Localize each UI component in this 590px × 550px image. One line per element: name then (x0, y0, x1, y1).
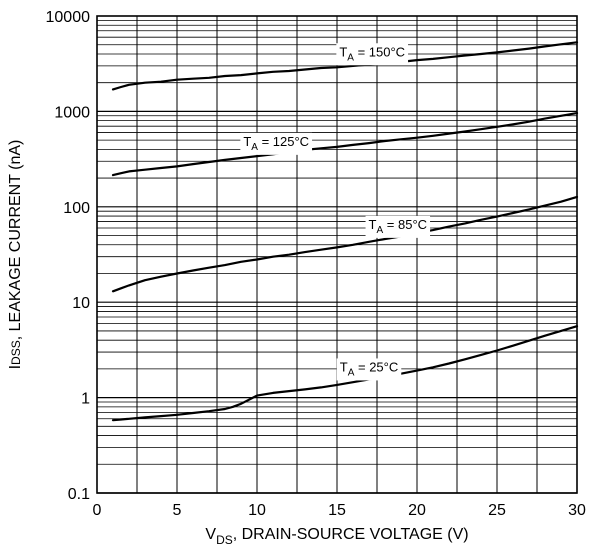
series-label-0: TA = 150°C (336, 43, 409, 66)
series-label-main: T (243, 134, 251, 149)
y-tick-label: 10 (72, 295, 90, 312)
plot-grid (96, 16, 578, 494)
series-label-1: TA = 125°C (240, 132, 313, 155)
series-label-bg (365, 215, 431, 238)
series-label-main: T (369, 217, 377, 232)
series-line-2 (111, 195, 579, 293)
y-axis-title: IDSS, LEAKAGE CURRENT (nA) (7, 140, 24, 370)
series-label-2: TA = 85°C (365, 215, 431, 238)
x-tick-label: 20 (408, 502, 426, 519)
series-line-1 (111, 112, 579, 177)
series-label-text: TA = 85°C (369, 217, 428, 236)
series-label-3: TA = 25°C (336, 358, 402, 381)
y-tick-label: 10000 (46, 9, 91, 26)
series-label-bg (240, 132, 313, 155)
x-tick-labels: 0 5 10 15 20 25 30 (93, 502, 586, 519)
y-tick-label: 100 (63, 200, 90, 217)
series-label-sub: A (348, 367, 355, 378)
series-label-rest: = 150°C (354, 44, 405, 59)
series-line-0 (111, 41, 579, 91)
series-label-text: TA = 25°C (340, 359, 399, 378)
series-label-main: T (339, 44, 347, 59)
series-label-bg (336, 358, 402, 381)
x-tick-label: 0 (93, 502, 102, 519)
series-label-bg (336, 43, 409, 66)
series-label-rest: = 125°C (258, 134, 309, 149)
series-label-rest: = 85°C (383, 217, 427, 232)
y-tick-label: 0.1 (68, 486, 90, 503)
x-tick-label: 30 (568, 502, 586, 519)
series-label-sub: A (347, 52, 354, 63)
series-label-rest: = 25°C (354, 359, 398, 374)
x-tick-label: 15 (328, 502, 346, 519)
y-tick-label: 1 (81, 391, 90, 408)
y-tick-label: 1000 (54, 104, 90, 121)
series-label-main: T (340, 359, 348, 374)
plot-frame (96, 15, 578, 494)
x-tick-label: 10 (248, 502, 266, 519)
series-lines (111, 41, 579, 422)
series-line-3 (111, 325, 579, 422)
x-tick-label: 25 (488, 502, 506, 519)
series-label-sub: A (377, 225, 384, 236)
series-label-text: TA = 150°C (339, 44, 405, 63)
series-label-sub: A (251, 142, 258, 153)
series-labels: TA = 150°CTA = 125°CTA = 85°CTA = 25°C (240, 43, 431, 381)
series-label-text: TA = 125°C (243, 134, 309, 153)
x-tick-label: 5 (173, 502, 182, 519)
x-axis-title: VDS, DRAIN-SOURCE VOLTAGE (V) (205, 526, 468, 547)
y-tick-labels: 0.1 1 10 100 1000 10000 (46, 9, 91, 503)
